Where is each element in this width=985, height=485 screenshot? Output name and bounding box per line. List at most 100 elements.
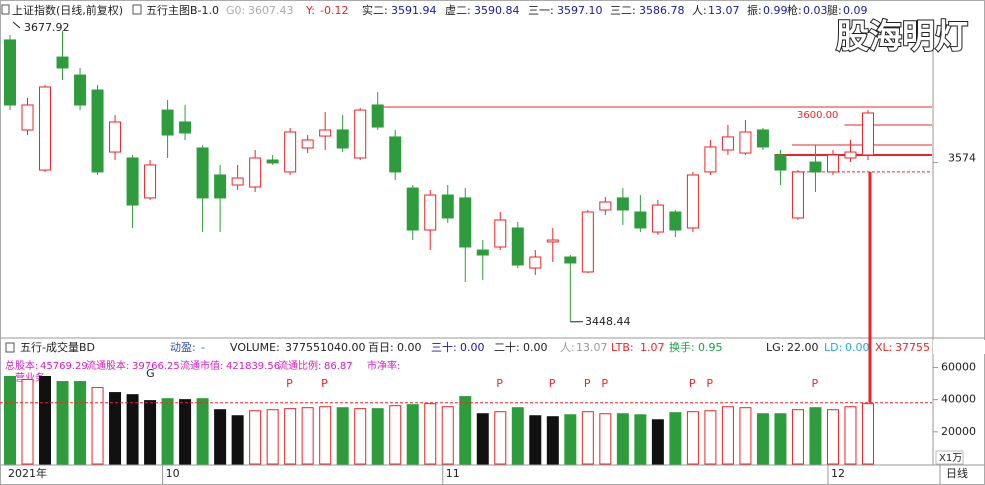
volume-bar <box>214 409 227 465</box>
info-label: 总股本: <box>5 359 38 372</box>
candle-body <box>669 211 682 231</box>
y-tick-label: 40000 <box>941 393 976 406</box>
volume-bar <box>39 375 52 465</box>
candle-body <box>651 204 664 233</box>
candle-body <box>319 129 332 137</box>
candle-body <box>4 39 16 106</box>
signal-marker: P <box>601 377 608 390</box>
level-annotation: 3600.00 <box>797 110 838 121</box>
period-label[interactable]: 日线 <box>946 466 968 480</box>
signal-marker: P <box>286 377 293 390</box>
candle-body <box>704 146 717 173</box>
candle-body <box>39 86 52 171</box>
volume-bar <box>686 411 699 465</box>
stat-label: 三一: <box>528 4 554 17</box>
indicator-name: 五行主图B-1.0 <box>146 4 219 17</box>
stat-value: 3586.78 <box>639 4 685 17</box>
signal-marker: P <box>321 377 328 390</box>
stat-value: 0.00 <box>397 341 422 354</box>
volume-bar <box>809 407 822 465</box>
volume-bar <box>126 394 139 465</box>
stat-value: 0.95 <box>698 341 723 354</box>
volume-bar <box>109 392 122 465</box>
volume-bar <box>564 414 577 465</box>
candle-body <box>476 249 489 256</box>
info-value: 86.87 <box>324 361 353 372</box>
volume-bar <box>266 409 279 465</box>
x-tick-label: 12 <box>831 467 845 480</box>
candle-body <box>721 136 734 151</box>
volume-bar <box>704 410 717 465</box>
volume-bar <box>791 409 804 465</box>
candle-body <box>809 161 822 173</box>
panel-title: 五行-成交量BD <box>20 340 95 354</box>
volume-bar <box>4 375 16 465</box>
stat-label: 三十: <box>431 340 457 354</box>
stat-label: XL: <box>875 341 892 354</box>
stat-value: 3591.94 <box>391 4 437 17</box>
watermark: 股海明灯 <box>836 17 968 56</box>
volume-bar <box>249 410 262 465</box>
info-value: 39766.25 <box>132 361 180 372</box>
stat-value: 0.09 <box>843 4 868 17</box>
candle-body <box>354 109 367 159</box>
volume-bar <box>231 415 244 465</box>
volume-bar <box>336 407 349 465</box>
volume-bar <box>634 414 647 465</box>
stat-value: 0.99 <box>763 4 788 17</box>
x-tick-label: 11 <box>446 467 460 480</box>
volume-bar <box>669 412 682 465</box>
stat-label: 枪: <box>787 3 802 17</box>
volume-bar <box>721 406 734 465</box>
stat-value: 0.00 <box>845 341 870 354</box>
candle-body <box>424 194 437 231</box>
stat-label: 动盈: <box>170 341 196 354</box>
info-label: 市净率: <box>367 359 400 372</box>
low-label: 3448.44 <box>585 315 631 328</box>
candle-body <box>284 131 297 173</box>
marker: G <box>146 367 155 380</box>
icon[interactable] <box>132 4 142 15</box>
volume-bar <box>21 379 34 465</box>
volume-bar <box>144 400 157 465</box>
stat-value: 13.07 <box>576 341 608 354</box>
stat-label: 二十: <box>494 340 520 354</box>
signal-marker: P <box>549 377 556 390</box>
y-tick-label: 60000 <box>941 360 976 373</box>
candle-body <box>844 151 857 159</box>
candle-body <box>126 157 139 206</box>
volume-bar <box>739 407 752 465</box>
stat-label: LTB: <box>611 341 634 354</box>
candle-body <box>371 104 384 128</box>
volume-bar <box>161 398 174 465</box>
y-tick-label: 3574 <box>948 152 976 165</box>
volume-bar <box>354 408 367 465</box>
candle-body <box>301 139 314 149</box>
signal-marker: P <box>689 377 696 390</box>
volume-bar <box>179 399 192 465</box>
stat-value: 3607.43 <box>248 4 294 17</box>
icon[interactable] <box>5 342 15 353</box>
stat-value: 22.00 <box>787 341 819 354</box>
y-tick-label: 20000 <box>941 425 976 438</box>
candle-body <box>774 154 787 171</box>
info-value: 421839.56 <box>226 361 280 372</box>
stat-value: 3590.84 <box>474 4 520 17</box>
volume-bar <box>74 381 87 465</box>
signal-marker: P <box>584 377 591 390</box>
candle-body <box>739 131 752 154</box>
chart-title: 上证指数(日线,前复权) <box>12 3 123 17</box>
volume-bar <box>371 408 384 465</box>
candle-body <box>441 194 454 219</box>
candle-body <box>529 256 542 269</box>
candle-body <box>599 201 612 211</box>
stat-label: 换手: <box>669 340 695 354</box>
arrow <box>12 21 21 29</box>
candle-body <box>511 227 524 266</box>
volume-bar <box>861 403 874 465</box>
stat-value: 13.07 <box>708 4 740 17</box>
candle-body <box>459 197 472 248</box>
icon[interactable] <box>1 4 10 15</box>
stat-label: 实二: <box>362 3 388 17</box>
